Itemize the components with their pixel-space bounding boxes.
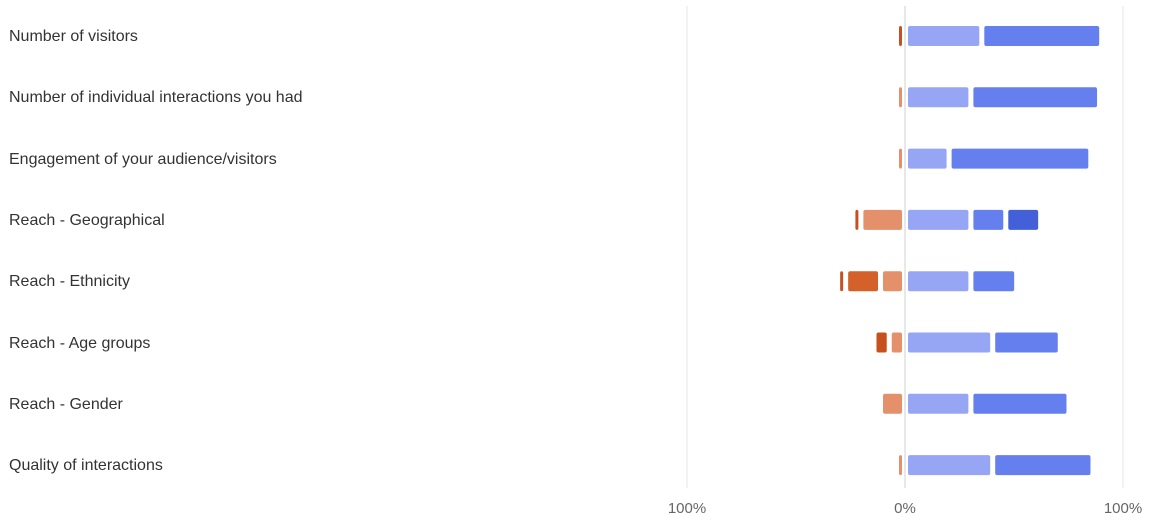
bar-negative-segment-2 <box>863 209 902 230</box>
category-label: Engagement of your audience/visitors <box>9 150 277 168</box>
x-tick-label: 0% <box>894 500 916 517</box>
bar-positive-segment-1 <box>984 26 1100 46</box>
bar-negative-segment-2 <box>883 393 902 414</box>
bar-negative-segment-2 <box>899 87 902 108</box>
bar-positive-segment-1 <box>973 87 1098 108</box>
bar-positive-segment-1 <box>973 209 1004 230</box>
bar-positive-segment-0 <box>908 148 947 169</box>
bar-positive-segment-1 <box>973 393 1067 414</box>
bar-negative-segment-0 <box>855 209 859 230</box>
bar-positive-segment-0 <box>908 87 969 108</box>
bar-positive-segment-1 <box>995 455 1091 476</box>
bar-positive-segment-0 <box>908 455 991 476</box>
category-label: Reach - Geographical <box>9 211 165 229</box>
bar-positive-segment-0 <box>908 271 969 292</box>
bar-negative-segment-2 <box>883 271 902 292</box>
category-label: Number of individual interactions you ha… <box>9 89 303 107</box>
bar-positive-segment-2 <box>1008 209 1039 230</box>
bar-negative-segment-2 <box>899 455 902 476</box>
category-label: Reach - Age groups <box>9 334 151 352</box>
category-label: Reach - Ethnicity <box>9 273 130 291</box>
category-label: Number of visitors <box>9 28 138 45</box>
bar-negative-segment-2 <box>899 148 902 169</box>
bar-negative-segment-1 <box>848 271 879 292</box>
bar-positive-segment-0 <box>908 393 969 414</box>
x-tick-label: 100% <box>667 500 707 517</box>
bar-positive-segment-0 <box>908 209 969 230</box>
category-label: Reach - Gender <box>9 395 123 413</box>
bar-positive-segment-1 <box>951 148 1089 169</box>
bar-positive-segment-0 <box>908 26 980 46</box>
bar-negative-segment-0 <box>899 26 902 46</box>
x-tick-label: 100% <box>1103 500 1143 517</box>
bar-positive-segment-1 <box>973 271 1015 292</box>
bar-positive-segment-0 <box>908 332 991 353</box>
bar-negative-segment-2 <box>891 332 902 353</box>
category-label: Quality of interactions <box>9 457 163 475</box>
bar-positive-segment-1 <box>995 332 1058 353</box>
bar-negative-segment-0 <box>840 271 844 292</box>
bar-negative-segment-0 <box>876 332 887 353</box>
